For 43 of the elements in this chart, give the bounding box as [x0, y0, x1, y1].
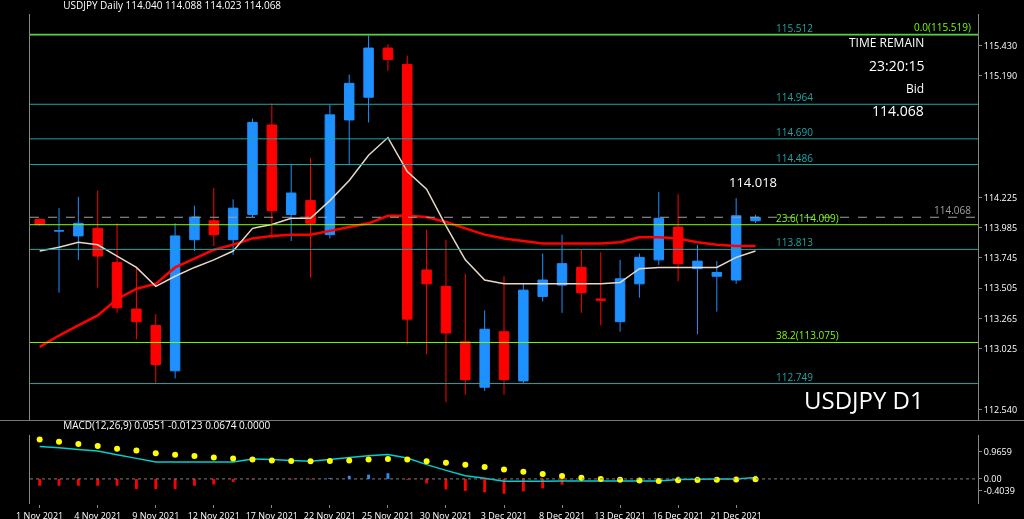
x-tick-label: 4 Nov 2021 — [74, 508, 122, 519]
x-tick-label: 17 Nov 2021 — [245, 508, 298, 519]
x-tick-label: 1 Nov 2021 — [16, 508, 64, 519]
x-tick-label: 12 Nov 2021 — [187, 508, 240, 519]
x-tick-label: 9 Nov 2021 — [132, 508, 180, 519]
text: 23:20:15 — [869, 56, 925, 75]
x-tick-label: 30 Nov 2021 — [419, 508, 473, 519]
text: TIME REMAIN — [849, 34, 925, 51]
ref-line-label: 114.486 — [776, 151, 814, 165]
ref-line-label: 112.749 — [776, 370, 814, 384]
y-tick-label: 113.505 — [983, 281, 1018, 295]
x-tick-label: 13 Dec 2021 — [594, 508, 646, 519]
x-tick-label: 22 Nov 2021 — [303, 508, 357, 519]
ref-line-label: 114.690 — [776, 125, 814, 139]
y-tick-label: 113.265 — [983, 311, 1018, 325]
text: USDJPY D1 — [804, 383, 924, 416]
x-tick-label: 25 Nov 2021 — [361, 508, 415, 519]
y-tick-label: 0.00 — [983, 472, 1002, 486]
x-tick-label: 3 Dec 2021 — [480, 508, 528, 519]
y-tick-label: 112.540 — [983, 403, 1018, 417]
x-tick-label: 21 Dec 2021 — [710, 508, 762, 519]
ref-line-label: 114.964 — [776, 90, 814, 104]
y-tick-label: -0.4039 — [983, 483, 1015, 497]
chart-title: USDJPY Daily 114.040 114.088 114.023 114.068 — [63, 0, 282, 13]
chart-title: MACD(12,26,9) 0.0551 -0.0123 0.0674 0.0000 — [63, 417, 271, 432]
ref-line-label: 113.813 — [776, 235, 814, 249]
ref-line-label: 115.512 — [776, 21, 814, 35]
y-tick-label: 113.985 — [983, 220, 1018, 234]
ref-line-label: 23.6(114.009) — [776, 211, 839, 225]
text: Bid — [906, 80, 925, 97]
y-tick-label: 115.190 — [983, 68, 1018, 82]
y-tick-label: 113.745 — [983, 251, 1018, 265]
ref-line-label: 0.0(115.519) — [914, 20, 971, 34]
ref-line-label: 114.068 — [934, 203, 972, 217]
x-tick-label: 16 Dec 2021 — [652, 508, 704, 519]
x-tick-label: 8 Dec 2021 — [538, 508, 586, 519]
y-tick-label: 0.9659 — [983, 444, 1012, 458]
y-tick-label: 115.430 — [983, 38, 1018, 52]
ref-line-label: 38.2(113.075) — [776, 328, 839, 342]
y-tick-label: 114.225 — [983, 190, 1018, 204]
text: 114.068 — [872, 101, 924, 120]
annotation: 114.018 — [729, 173, 778, 191]
y-tick-label: 113.025 — [983, 341, 1018, 355]
